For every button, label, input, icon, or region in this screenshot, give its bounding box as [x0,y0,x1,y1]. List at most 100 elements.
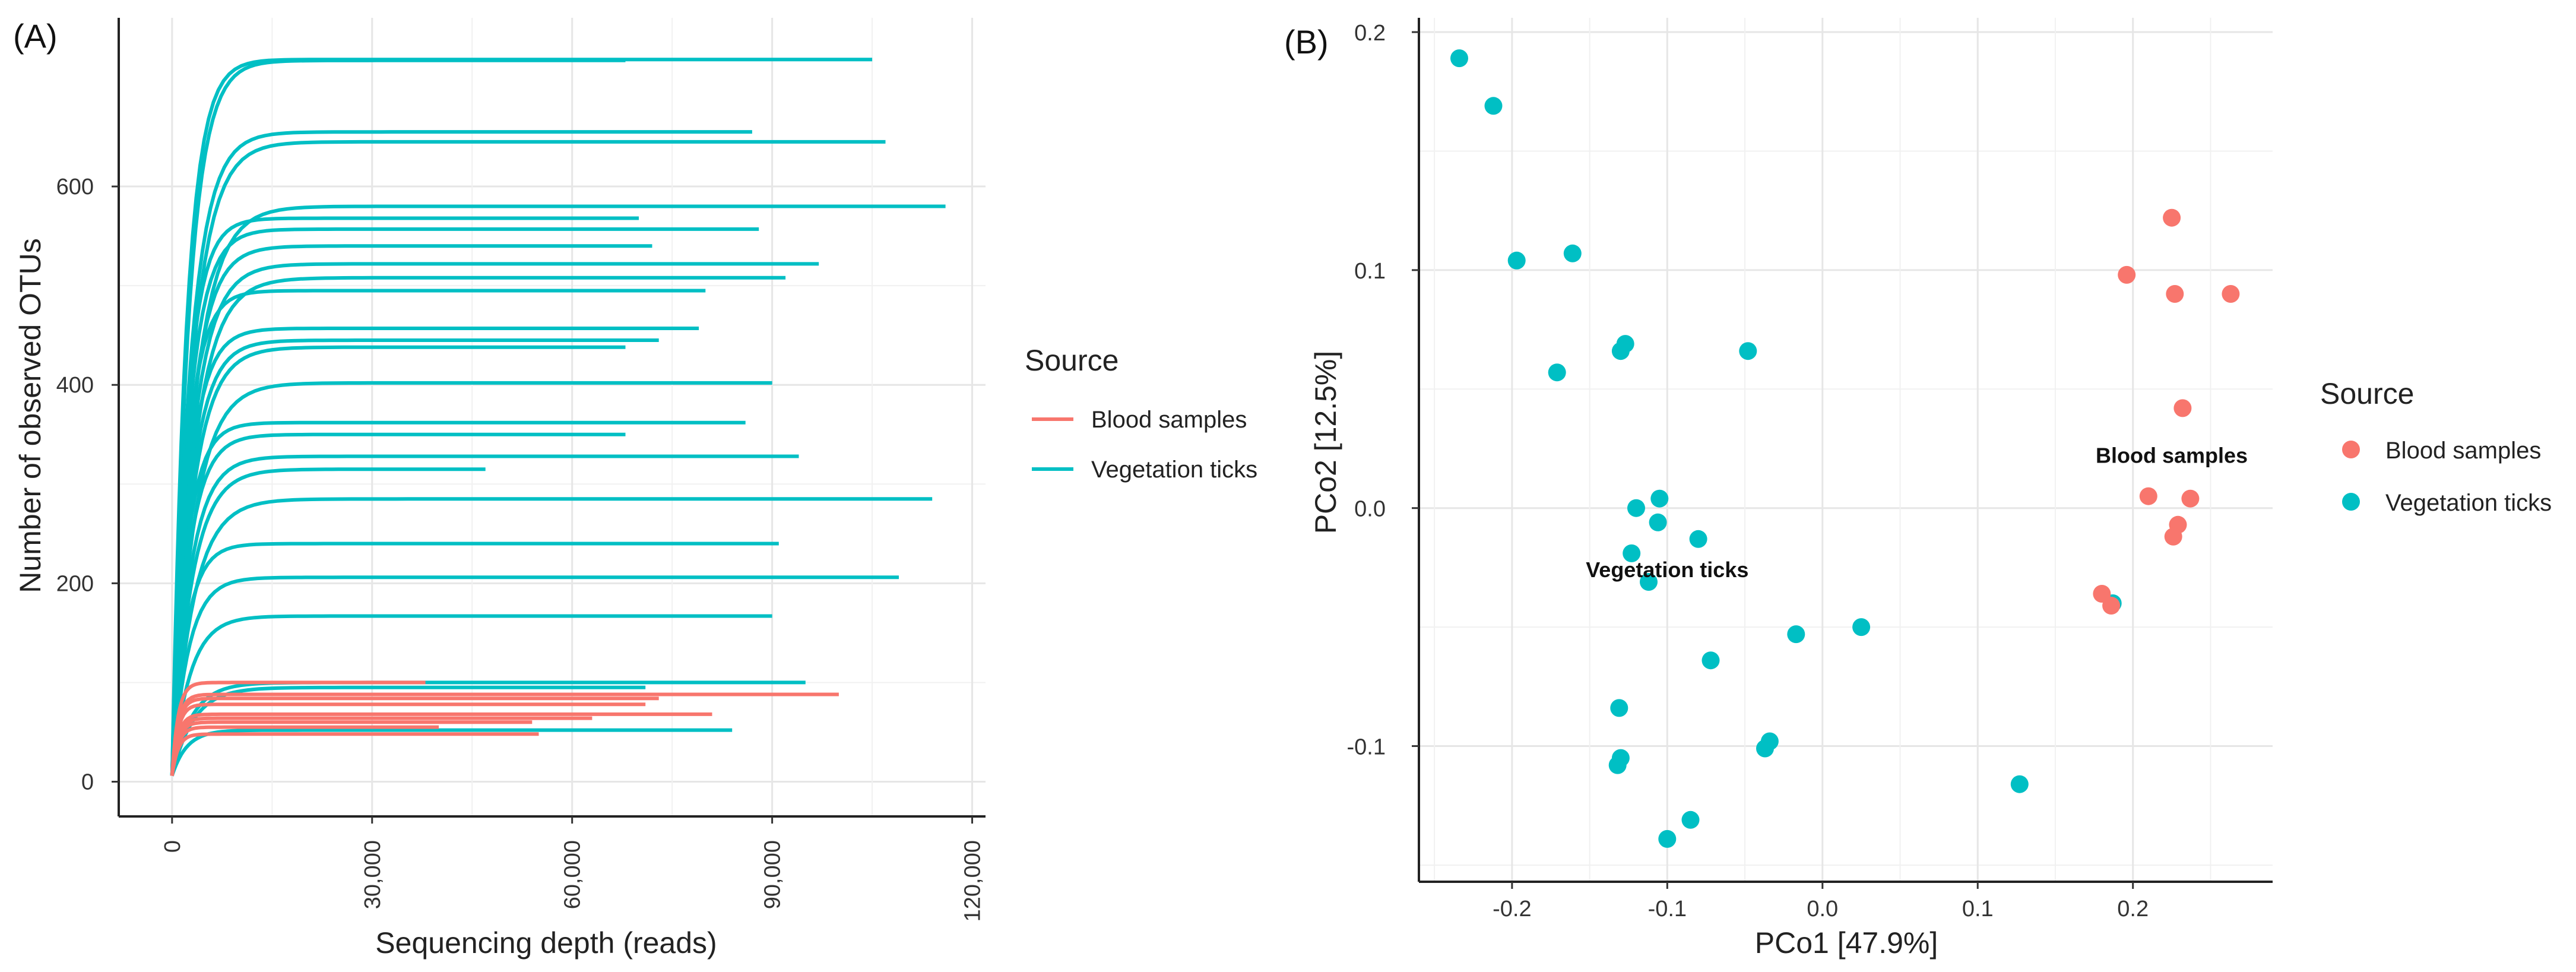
panel-b-legend-title: Source [2320,377,2414,410]
vegetation-tick-curve [170,454,799,776]
vegetation-tick-point [1627,499,1645,517]
vegetation-tick-curve [170,338,659,776]
cluster-annotation: Blood samples [2096,444,2248,468]
cluster-annotation: Vegetation ticks [1586,558,1748,582]
panel-a-curves [170,58,946,777]
panel-a-x-tick-label: 0 [160,840,185,853]
panel-b-label: (B) [1284,23,1329,61]
blood-sample-point [2164,527,2182,546]
blood-sample-point [2163,208,2181,227]
vegetation-tick-curve [170,728,733,777]
panel-a-y-tick-label: 600 [56,175,94,200]
panel-b-x-tick-label: 0.1 [1962,897,1994,922]
vegetation-tick-point [1616,335,1634,353]
vegetation-tick-point [1702,651,1720,670]
vegetation-tick-curve [170,58,626,776]
panel-a-ticks: 0 200 400 600 0 30,000 60,000 90,000 120,000 [56,175,986,922]
vegetation-tick-curve [170,244,652,776]
panel-a-y-title: Number of observed OTUs [14,238,47,593]
panel-a-y-tick-label: 0 [81,770,94,795]
vegetation-tick-curve [170,575,899,776]
panel-a-x-tick-label: 120,000 [961,840,986,922]
blood-sample-curve [170,712,712,777]
panel-b-y-tick-label: 0.2 [1354,21,1386,46]
blood-sample-point [2222,285,2240,303]
panel-a-x-tick-label: 90,000 [761,840,785,909]
vegetation-tick-point [1650,489,1669,508]
panel-b-y-tick-label: -0.1 [1347,735,1386,760]
vegetation-tick-point [1658,829,1677,848]
blood-sample-point [2118,265,2136,284]
blood-sample-curve [170,702,646,777]
vegetation-tick-curve [170,327,699,776]
vegetation-tick-point [1640,573,1658,591]
blood-sample-curve [170,732,539,777]
vegetation-tick-curve [170,420,746,776]
panel-b-x-tick-label: -0.2 [1493,897,1531,922]
panel-b-ticks: -0.1 0.0 0.1 0.2 -0.2 -0.1 0.0 0.1 0.2 [1347,21,2149,922]
vegetation-tick-curve [170,289,706,776]
vegetation-tick-point [1484,97,1503,115]
vegetation-tick-point [1507,251,1526,270]
vegetation-tick-point [1852,618,1871,637]
vegetation-tick-point [1760,732,1779,751]
vegetation-tick-curve [170,227,759,776]
panel-b-annotations: Blood samples Vegetation ticks [1586,444,2248,582]
panel-b-x-tick-label: 0.0 [1807,897,1838,922]
panel-a-x-title: Sequencing depth (reads) [375,926,717,960]
panel-b-x-tick-label: -0.1 [1648,897,1687,922]
panel-b-legend: Source Blood samples Vegetation ticks [2320,377,2552,516]
panel-a-x-tick-label: 30,000 [360,840,385,909]
panel-b-points [1450,49,2240,848]
vegetation-tick-curve [170,614,772,777]
blood-sample-curve [170,725,439,777]
panel-b-pcoa-chart: (B) -0.1 0.0 0.1 0.2 -0.2 -0.1 0.0 0.1 0.2 Blood… [1284,18,2552,960]
blood-sample-point [2166,285,2184,303]
vegetation-tick-point [1623,544,1641,562]
vegetation-tick-point [1787,625,1805,644]
panel-a-y-tick-label: 200 [56,571,94,596]
legend-key-blood-dot [2342,441,2360,458]
blood-sample-curve [170,716,592,777]
vegetation-tick-point [1739,342,1757,360]
blood-sample-curve [170,720,533,777]
vegetation-tick-point [1681,810,1700,829]
blood-sample-point [2139,487,2157,505]
vegetation-tick-point [1610,699,1628,717]
blood-sample-point [2173,399,2192,417]
vegetation-tick-point [1450,49,1468,68]
legend-key-vegetation-dot [2342,493,2360,511]
panel-a-x-tick-label: 60,000 [560,840,585,909]
vegetation-tick-curve [170,216,639,776]
panel-a-legend-title: Source [1025,344,1119,377]
panel-b-x-title: PCo1 [47.9%] [1755,926,1938,960]
legend-label-vegetation: Vegetation ticks [1091,457,1257,483]
panel-b-y-tick-label: 0.0 [1354,497,1386,522]
panel-b-y-tick-label: 0.1 [1354,259,1386,284]
vegetation-tick-point [2010,775,2029,793]
blood-sample-curve [170,680,426,777]
legend-label-blood: Blood samples [2385,438,2541,464]
panel-b-x-tick-label: 0.2 [2117,897,2149,922]
vegetation-tick-point [1548,363,1566,382]
vegetation-tick-point [1608,756,1627,774]
legend-label-blood: Blood samples [1091,407,1247,433]
vegetation-tick-curve [170,542,779,776]
vegetation-tick-point [1689,530,1707,548]
blood-sample-curve [170,692,839,776]
vegetation-tick-curve [170,345,626,776]
legend-label-vegetation: Vegetation ticks [2385,490,2552,516]
blood-sample-curve [170,696,659,777]
vegetation-tick-curve [170,432,626,776]
panel-a-legend: Source Blood samples Vegetation ticks [1025,344,1257,483]
blood-sample-point [2181,489,2200,508]
vegetation-tick-curve [170,58,873,776]
blood-sample-point [2102,597,2121,615]
vegetation-tick-point [1563,244,1582,262]
panel-a-y-tick-label: 400 [56,373,94,398]
vegetation-tick-point [1649,513,1667,531]
panel-b-y-title: PCo2 [12.5%] [1309,351,1342,534]
panel-a-rarefaction-chart: (A) 0 200 400 600 0 30,000 60,000 90,000 120,000… [13,17,1257,960]
panel-a-label: (A) [13,17,58,55]
